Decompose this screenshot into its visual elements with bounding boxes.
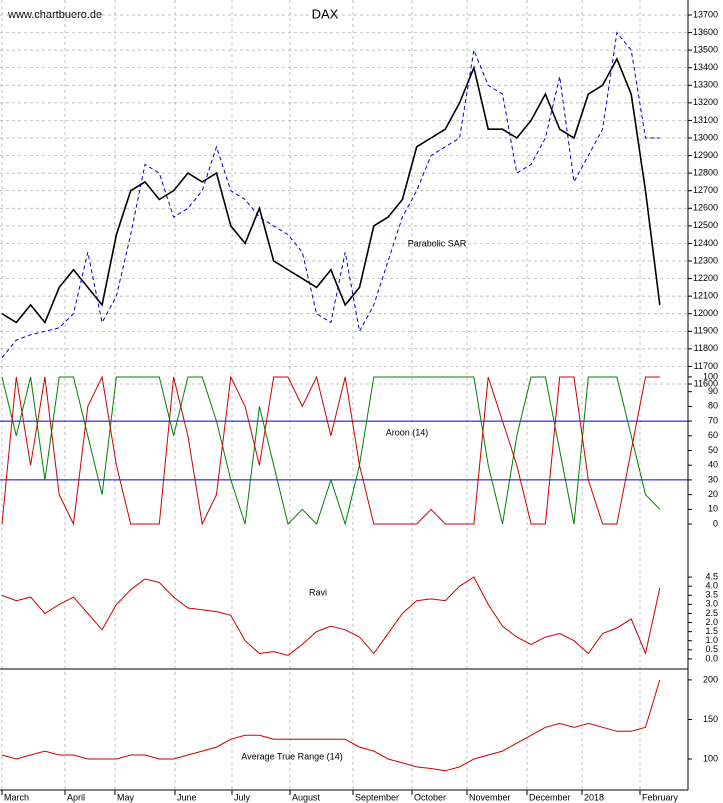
series-line [1, 679, 661, 772]
x-tick-label: December [529, 792, 571, 802]
x-tick-label: July [234, 792, 251, 802]
y-tick-label: 12700 [693, 185, 718, 195]
y-tick-label: 1.5 [705, 626, 718, 636]
y-tick-label: 11800 [694, 343, 718, 353]
y-tick-label: 12000 [693, 308, 718, 318]
annotation: Parabolic SAR [408, 238, 467, 248]
y-tick-label: 20 [708, 489, 718, 499]
y-tick-label: 11900 [694, 326, 718, 336]
y-tick-label: 50 [708, 445, 718, 455]
y-tick-label: 12800 [693, 168, 718, 178]
y-tick-label: 12600 [693, 203, 718, 213]
y-tick-label: 40 [708, 460, 718, 470]
x-tick-label: 2018 [584, 792, 604, 802]
x-tick-label: April [67, 792, 85, 802]
chart-title: Aroon (14) [386, 427, 429, 437]
series-line [1, 576, 661, 656]
y-tick-label: 3.5 [705, 590, 718, 600]
y-tick-label: 4.0 [705, 581, 718, 591]
y-tick-label: 11600 [694, 378, 718, 388]
x-tick-label: May [117, 792, 135, 802]
y-tick-label: 2.0 [705, 617, 718, 627]
x-tick-label: October [414, 792, 446, 802]
y-tick-label: 13400 [693, 62, 718, 72]
y-tick-label: 13700 [693, 9, 718, 19]
y-tick-label: 150 [703, 714, 718, 724]
y-tick-label: 13300 [693, 80, 718, 90]
y-tick-label: 13200 [693, 97, 718, 107]
y-tick-label: 10 [708, 504, 718, 514]
y-tick-label: 12900 [693, 150, 718, 160]
y-tick-label: 13100 [693, 115, 718, 125]
y-tick-label: 70 [708, 415, 718, 425]
y-tick-label: 0 [713, 518, 718, 528]
y-tick-label: 4.5 [705, 571, 718, 581]
x-tick-label: February [642, 792, 679, 802]
y-tick-label: 100 [703, 371, 718, 381]
y-tick-label: 200 [703, 674, 718, 684]
x-tick-label: March [4, 792, 29, 802]
chart-title: Ravi [309, 587, 327, 597]
y-tick-label: 100 [703, 753, 718, 763]
series-line [1, 57, 661, 325]
y-tick-label: 3.0 [705, 599, 718, 609]
x-tick-label: June [177, 792, 197, 802]
series-line [1, 375, 660, 526]
y-tick-label: 12200 [693, 273, 718, 283]
y-tick-label: 13600 [693, 27, 718, 37]
y-tick-label: 30 [708, 474, 718, 484]
y-tick-label: 12500 [693, 220, 718, 230]
y-tick-label: 12300 [693, 255, 718, 265]
x-tick-label: September [355, 792, 399, 802]
y-tick-label: 12100 [693, 291, 718, 301]
y-tick-label: 0.0 [705, 653, 718, 663]
y-tick-label: 1.0 [705, 635, 718, 645]
y-tick-label: 0.5 [705, 644, 718, 654]
y-tick-label: 13000 [693, 132, 718, 142]
y-tick-label: 13500 [693, 45, 718, 55]
series-line [1, 31, 660, 359]
y-tick-label: 2.5 [705, 608, 718, 618]
y-tick-label: 12400 [693, 238, 718, 248]
series-line [1, 376, 661, 526]
y-tick-label: 90 [708, 386, 718, 396]
y-tick-label: 11700 [694, 361, 718, 371]
chart-title: Average True Range (14) [241, 751, 342, 761]
y-tick-label: 80 [708, 401, 718, 411]
chart-title: DAX [312, 6, 339, 21]
y-tick-label: 60 [708, 430, 718, 440]
x-tick-label: August [292, 792, 321, 802]
x-tick-label: November [469, 792, 511, 802]
